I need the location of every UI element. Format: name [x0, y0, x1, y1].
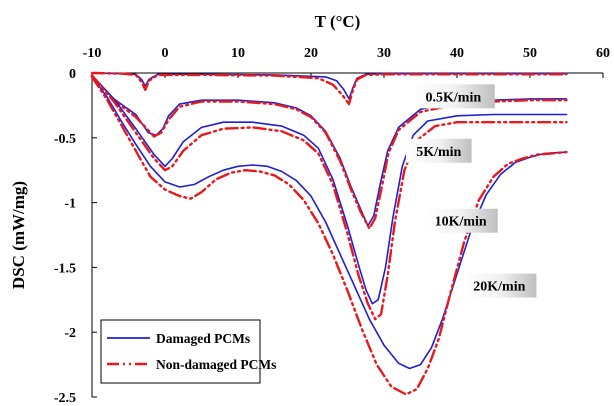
y-tick-label: -2.5	[54, 391, 76, 406]
series-line-10k-min-damaged	[91, 74, 568, 305]
x-tick-label: 60	[596, 46, 610, 61]
series-line-0-5k-min-damaged	[91, 72, 568, 100]
legend-box	[100, 319, 261, 384]
series-line-20k-min-non-damaged	[90, 75, 568, 396]
x-tick-label: 50	[523, 46, 537, 61]
rate-label: 5K/min	[416, 145, 461, 160]
rate-label-box	[411, 84, 495, 109]
rate-label-box	[462, 273, 537, 298]
rate-label-box	[405, 138, 472, 163]
x-axis-title: T (°C)	[315, 12, 361, 31]
legend: Damaged PCMs Non-damaged PCMs	[100, 319, 276, 384]
y-tick-label: 0	[69, 67, 76, 82]
series-line-5k-min-damaged	[91, 74, 568, 227]
x-tick-label: 10	[231, 46, 245, 61]
rate-label: 10K/min	[435, 215, 487, 230]
y-tick-label: -1	[64, 197, 76, 212]
x-tick-label: 20	[304, 46, 318, 61]
legend-entry-label: Damaged PCMs	[156, 331, 250, 346]
y-axis-title: DSC (mW/mg)	[9, 181, 28, 289]
x-tick-label: 0	[162, 46, 169, 61]
rate-label: 0.5K/min	[426, 90, 482, 105]
series-line-0-5k-min-non-damaged	[90, 71, 568, 106]
y-tick-label: -1.5	[54, 261, 76, 276]
rate-label: 20K/min	[473, 280, 525, 295]
legend-entry-label: Non-damaged PCMs	[156, 357, 276, 372]
y-tick-label: -2	[64, 326, 76, 341]
y-tick-labels: 0 -0.5 -1 -1.5 -2 -2.5	[54, 67, 76, 406]
series-line-10k-min-non-damaged	[90, 74, 568, 321]
x-tick-label: 30	[377, 46, 391, 61]
x-tick-labels: -10 0 10 20 30 40 50 60	[83, 46, 610, 61]
x-tick-label: -10	[83, 46, 102, 61]
rate-labels: 0.5K/min 5K/min 10K/min 20K/min	[405, 84, 537, 298]
series-line-5k-min-non-damaged	[90, 74, 568, 230]
x-tick-label: 40	[450, 46, 464, 61]
rate-label-box	[423, 208, 498, 233]
y-tick-label: -0.5	[54, 132, 76, 147]
